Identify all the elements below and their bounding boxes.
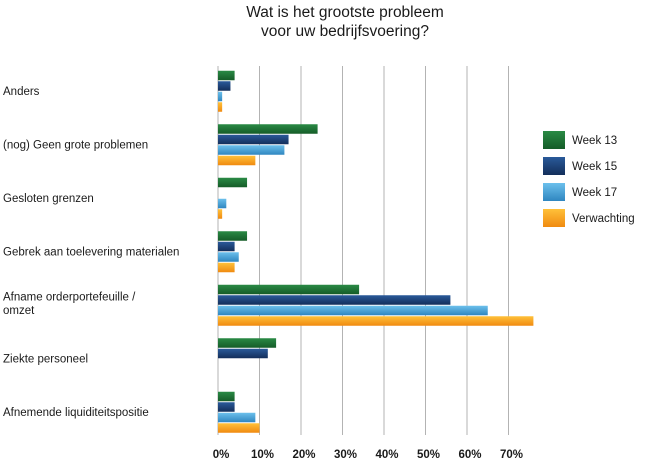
bar-week-13-gesloten-grenzen — [218, 178, 247, 188]
bar-week-13-ziekte-personeel — [218, 338, 276, 348]
bar-week-17-afname-orderportefeuille-omzet — [218, 306, 488, 316]
chart-title-line-2: voor uw bedrijfsvoering? — [261, 23, 429, 40]
category-label-afname-orderportefeuille-omzet-line-1: Afname orderportefeuille / — [3, 291, 136, 303]
legend: Week 13 Week 15 Week 17 Verwachting — [543, 131, 635, 227]
bar-week-17-gebrek-aan-toelevering-materialen — [218, 252, 239, 262]
bar-week-15-afname-orderportefeuille-omzet — [218, 295, 450, 305]
bar-week-15-nog-geen-grote-problemen — [218, 135, 289, 145]
category-labels: Anders (nog) Geen grote problemen Gesloten… — [3, 86, 179, 419]
bar-week-15-gebrek-aan-toelevering-materialen — [218, 242, 235, 252]
tick-label-70: 70% — [500, 449, 523, 461]
bar-verwachting-anders — [218, 102, 222, 112]
bar-week-15-ziekte-personeel — [218, 349, 268, 359]
gridlines — [218, 66, 509, 435]
bar-verwachting-afname-orderportefeuille-omzet — [218, 316, 533, 326]
legend-label-week-13: Week 13 — [572, 135, 617, 147]
legend-label-week-15: Week 15 — [572, 161, 617, 173]
tick-label-10: 10% — [251, 449, 274, 461]
tick-label-0: 0% — [213, 449, 230, 461]
tick-label-50: 50% — [417, 449, 440, 461]
bar-verwachting-afnemende-liquiditeitspositie — [218, 423, 260, 433]
bar-week-15-anders — [218, 81, 230, 91]
bar-week-17-afnemende-liquiditeitspositie — [218, 413, 255, 423]
chart: Wat is het grootste probleem voor uw bed… — [0, 0, 645, 464]
bar-week-13-gebrek-aan-toelevering-materialen — [218, 231, 247, 241]
chart-title: Wat is het grootste probleem voor uw bed… — [246, 4, 444, 40]
bars — [218, 71, 533, 433]
legend-swatch-verwachting — [543, 209, 565, 227]
bar-week-13-anders — [218, 71, 235, 81]
category-label-anders: Anders — [3, 86, 40, 98]
category-label-ziekte-personeel: Ziekte personeel — [3, 354, 88, 366]
category-label-afname-orderportefeuille-omzet-line-2: omzet — [3, 305, 35, 317]
category-label-nog-geen-grote-problemen: (nog) Geen grote problemen — [3, 140, 148, 152]
bar-week-13-afname-orderportefeuille-omzet — [218, 285, 359, 295]
category-label-afnemende-liquiditeitspositie: Afnemende liquiditeitspositie — [3, 407, 149, 419]
bar-week-13-nog-geen-grote-problemen — [218, 124, 318, 134]
bar-verwachting-gesloten-grenzen — [218, 209, 222, 219]
bar-verwachting-gebrek-aan-toelevering-materialen — [218, 263, 235, 273]
bar-week-17-gesloten-grenzen — [218, 199, 226, 209]
legend-label-week-17: Week 17 — [572, 187, 617, 199]
bar-week-17-nog-geen-grote-problemen — [218, 145, 284, 155]
legend-swatch-week-17 — [543, 183, 565, 201]
tick-label-40: 40% — [375, 449, 398, 461]
tick-label-20: 20% — [292, 449, 315, 461]
legend-swatch-week-15 — [543, 157, 565, 175]
x-axis-tick-labels: 0% 10% 20% 30% 40% 50% 60% 70% — [213, 449, 523, 461]
category-label-gebrek-aan-toelevering-materialen: Gebrek aan toelevering materialen — [3, 247, 179, 259]
category-label-gesloten-grenzen: Gesloten grenzen — [3, 193, 94, 205]
bar-verwachting-nog-geen-grote-problemen — [218, 156, 255, 166]
chart-title-line-1: Wat is het grootste probleem — [246, 4, 444, 21]
bar-week-13-afnemende-liquiditeitspositie — [218, 392, 235, 402]
tick-label-60: 60% — [458, 449, 481, 461]
legend-label-verwachting: Verwachting — [572, 213, 635, 225]
bar-week-17-anders — [218, 92, 222, 102]
bar-week-15-afnemende-liquiditeitspositie — [218, 402, 235, 412]
legend-swatch-week-13 — [543, 131, 565, 149]
tick-label-30: 30% — [334, 449, 357, 461]
